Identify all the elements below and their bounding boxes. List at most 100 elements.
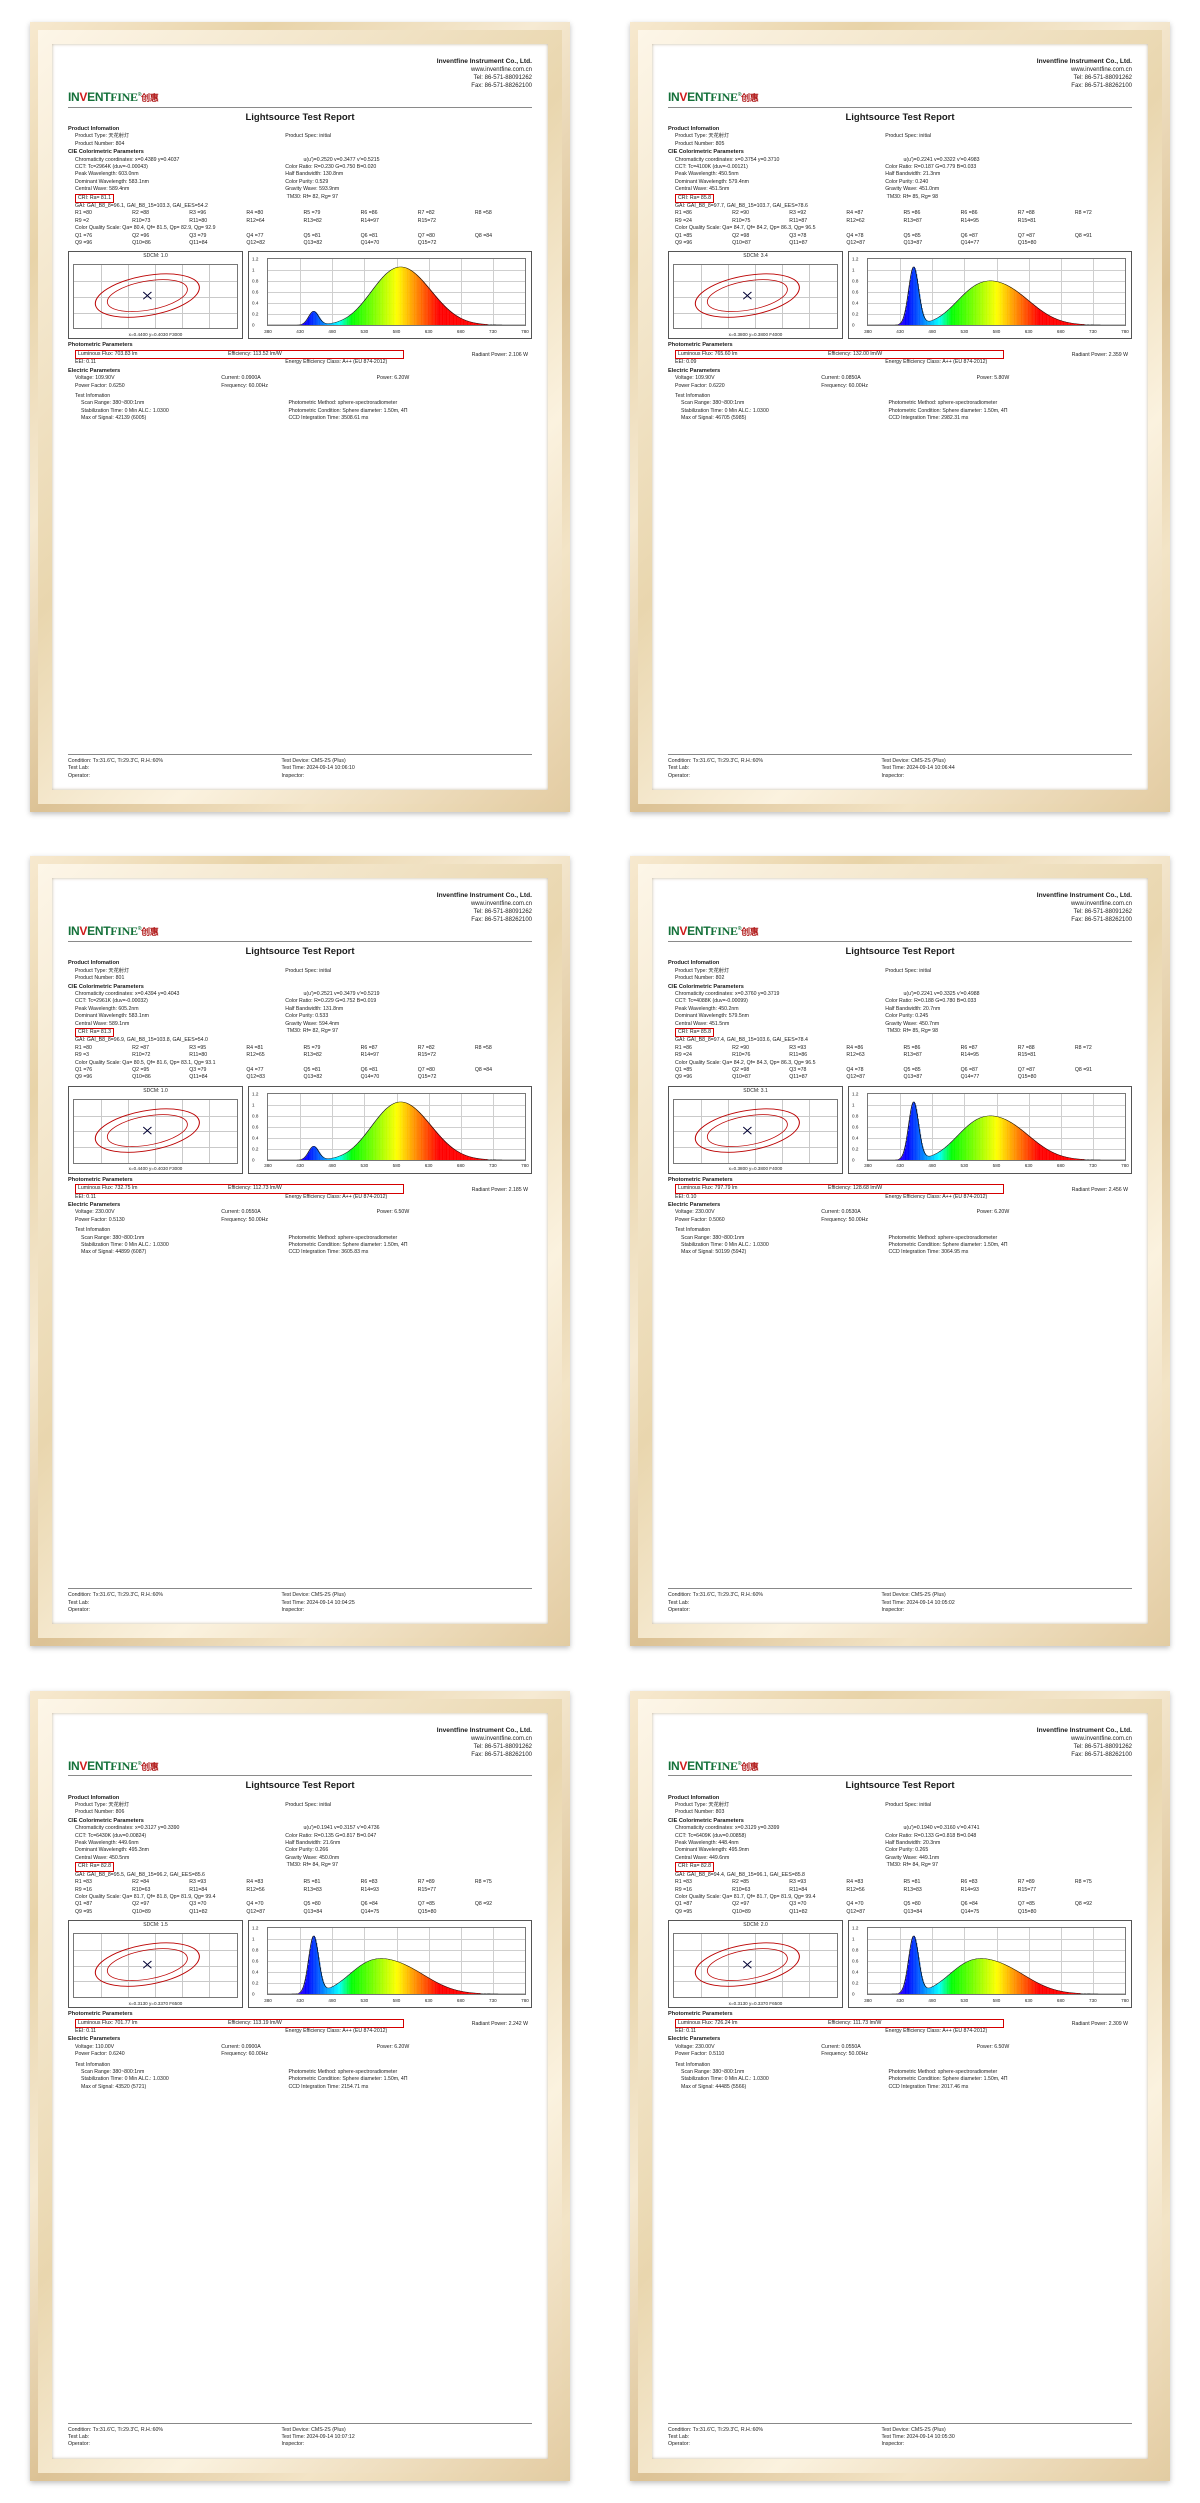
central-wave-row: Central Wave: 451.5nm Gravity Wave: 451.… (668, 186, 1132, 193)
peak-wl-value: 603.0nm (118, 171, 139, 178)
spd-y-tick: 1 (852, 1936, 855, 1942)
spd-x-tick: 480 (928, 329, 937, 335)
test-time-label: Test Time: (281, 1599, 306, 1606)
value-cell: Q3 =70 (189, 1901, 207, 1908)
condition-value: Tx:31.6'C, Ti:29.3'C, R.H.:60% (692, 757, 764, 764)
photo-condition-label: Photometric Condition: (888, 2076, 941, 2083)
tm30-label: TM30: (886, 1027, 902, 1034)
color-purity-label: Color Purity: (885, 178, 914, 185)
spd-x-tick: 780 (521, 1163, 529, 1169)
operator-label: Operator: (68, 772, 90, 779)
test-device-value: CMS-2S (Plus) (911, 1592, 946, 1599)
spectral-power-distribution-chart: 380 430 480 530 580 630 680 730 780 1.2 1 0.8 0.6 0.4… (248, 1085, 532, 1174)
frame-inner: Inventfine Instrument Co., Ltd. www.inve… (52, 878, 548, 1625)
uv-label: u(u')= (303, 156, 317, 163)
value-cell: Q2 =96 (132, 232, 150, 239)
eei-label: EEI: (75, 1193, 85, 1200)
report-cell-803: Inventfine Instrument Co., Ltd. www.inve… (600, 1669, 1200, 2503)
inventfine-logo: INVENTFINE®创惠 (68, 1760, 159, 1772)
company-tel: Tel: 86-571-88091262 (473, 75, 532, 82)
value-cell: Q1 =85 (675, 1066, 693, 1073)
value-cell: Q8 =92 (474, 1901, 493, 1908)
company-website[interactable]: www.inventfine.com.cn (470, 67, 532, 74)
photo-method-value: sphere-spectroradiometer (937, 2068, 998, 2075)
condition-label: Condition: (68, 1592, 92, 1599)
spd-y-tick: 0.8 (252, 278, 259, 284)
cct-value: Tc=4100K (duv=-0.00121) (687, 164, 748, 170)
efficiency-value: 111.73 lm/W (853, 2019, 882, 2026)
spd-x-tick: 630 (424, 1997, 433, 2003)
voltage-row: Voltage: 109.90V Current: 0.0900A Power:… (68, 375, 532, 382)
stab-time-value: 0 Min (124, 407, 138, 414)
value-cell: R5 =79 (303, 210, 321, 217)
frame-inner: Inventfine Instrument Co., Ltd. www.inve… (52, 44, 548, 791)
peak-wl-value: 448.4nm (718, 1840, 739, 1847)
value-cell: R9 =16 (75, 1886, 92, 1893)
company-website[interactable]: www.inventfine.com.cn (470, 1735, 532, 1742)
efficiency-label: Efficiency: (228, 2019, 252, 2026)
operator-label: Operator: (68, 1607, 90, 1614)
cct-row: CCT: Tc=4100K (duv=-0.00121) Color Ratio… (668, 164, 1132, 171)
test-time-value: 2024-09-14 10:05:02 (906, 1599, 955, 1606)
cri-label: CRI: (678, 194, 689, 201)
company-website[interactable]: www.inventfine.com.cn (1070, 901, 1132, 908)
voltage-value: 109.90V (695, 375, 715, 382)
condition-label: Condition: (668, 2426, 692, 2433)
value-cell: R11=84 (789, 1886, 808, 1893)
value-cell: Q7 =85 (1017, 1901, 1035, 1908)
color-ratio-label: Color Ratio: (285, 1832, 313, 1839)
report-page: Inventfine Instrument Co., Ltd. www.inve… (52, 1713, 548, 2459)
section-test: Test Infomation (675, 392, 711, 399)
cie-axis-label: x=0.3800 y=0.3800 F4000 (728, 1166, 783, 1172)
dom-wl-value: 583.1nm (128, 178, 149, 185)
cct-row: CCT: Tc=2964K (duv=-0.00043) Color Ratio… (68, 164, 532, 171)
product-spec-value: initial (919, 1802, 932, 1809)
color-purity-value: 0.529 (315, 178, 329, 185)
test-device-value: CMS-2S (Plus) (311, 757, 346, 764)
value-cell: Q14=77 (960, 1074, 980, 1081)
efficiency-label: Efficiency: (828, 1185, 852, 1192)
cri-value: Ra= 85.8 (689, 194, 712, 201)
eec-value: A++ (EU 874-2012) (942, 359, 988, 366)
eei-label: EEI: (675, 1193, 685, 1200)
spd-plot-area: 380 430 480 530 580 630 680 730 780 1.2 1 0.8 0.6 0.4… (252, 1091, 529, 1168)
product-type-label: Product Type: (75, 967, 107, 974)
spd-y-tick: 0 (852, 322, 855, 328)
spd-x-tick: 680 (1056, 1997, 1065, 2003)
radiant-power-value: 2.185 W (508, 1186, 528, 1193)
spd-y-tick: 0.6 (852, 1124, 859, 1130)
power-value: 6.50W (994, 2043, 1010, 2050)
spd-y-tick: 1 (252, 1102, 255, 1108)
company-website[interactable]: www.inventfine.com.cn (470, 901, 532, 908)
r-values-row-2: R9 =3 R10=72 R11=80 R12=65 R13=82 R14=97 R15=7… (68, 1052, 532, 1059)
picture-frame: Inventfine Instrument Co., Ltd. www.inve… (630, 22, 1170, 813)
logo-v: V (79, 90, 88, 105)
operator-row: Operator: Inspector: (668, 1607, 1132, 1614)
logo-chinese: 创惠 (141, 93, 159, 104)
color-purity-label: Color Purity: (285, 178, 314, 185)
condition-value: Tx:31.6'C, Ti:29.3'C, R.H.:60% (92, 2426, 164, 2433)
value-cell: Q11=87 (789, 240, 808, 247)
frequency-value: 60.00Hz (848, 382, 868, 389)
r-values-row-1: R1 =86 R2 =90 R3 =93 R4 =86 R5 =86 R6 =87 R7 =… (668, 1045, 1132, 1052)
spd-y-tick: 0 (252, 1157, 255, 1163)
condition-row: Condition: Tx:31.6'C, Ti:29.3'C, R.H.:60… (68, 2427, 532, 2434)
gridline (674, 1115, 837, 1117)
gravity-wave-label: Gravity Wave: (285, 186, 318, 193)
test-device-label: Test Device: (281, 2426, 310, 2433)
test-lab-row: Test Lab: Test Time: 2024-09-14 10:07:12 (68, 2434, 532, 2441)
value-cell: R12=65 (246, 1052, 265, 1059)
test-device-label: Test Device: (881, 757, 910, 764)
value-cell: Q15=80 (417, 1908, 437, 1915)
test-lab-row: Test Lab: Test Time: 2024-09-14 10:06:44 (668, 765, 1132, 772)
operator-row: Operator: Inspector: (668, 2441, 1132, 2448)
frequency-label: Frequency: (221, 1216, 248, 1223)
max-signal-value: 46705 (5985) (715, 415, 747, 422)
cct-value: Tc=2964K (duv=-0.00043) (87, 164, 148, 170)
company-website[interactable]: www.inventfine.com.cn (1070, 67, 1132, 74)
radiant-power-label: Radiant Power: (471, 352, 508, 359)
q-values-row-1: Q1 =87 Q2 =97 Q3 =70 Q4 =70 Q5 =80 Q6 =84 Q7 =… (68, 1901, 532, 1908)
dom-wl-label: Dominant Wavelength: (675, 178, 728, 185)
stabilization-row: Stabilization Time: 0 Min ALC.: 1.0300 P… (68, 408, 532, 415)
company-website[interactable]: www.inventfine.com.cn (1070, 1735, 1132, 1742)
